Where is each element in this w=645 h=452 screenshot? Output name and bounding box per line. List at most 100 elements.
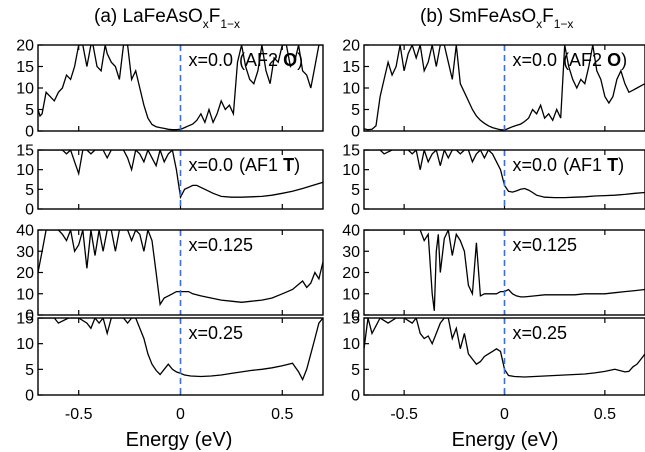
panel-frame xyxy=(37,44,324,132)
y-tick-label: 0 xyxy=(351,388,360,405)
y-tick-label: 15 xyxy=(16,311,34,328)
panel-label-config: (AF1 xyxy=(563,155,607,175)
panel-label-phase: O xyxy=(607,50,621,70)
panel-label: x=0.0 (AF1 T) xyxy=(513,155,625,175)
panel-b-1: 0 5 10 15 20 x=0.0 (AF2 O) xyxy=(342,38,645,141)
panel-label-value: x=0.0 xyxy=(189,50,234,70)
panel-label-value: x=0.0 xyxy=(189,155,234,175)
y-tick-label: 0 xyxy=(25,124,34,141)
y-tick-label: 0 xyxy=(351,124,360,141)
panel-label: x=0.125 xyxy=(189,235,254,255)
panel-frame xyxy=(363,317,645,396)
panel-label-config: (AF2 xyxy=(563,50,607,70)
series-line xyxy=(38,150,323,200)
panel-label-value: x=0.125 xyxy=(513,235,578,255)
panel-label: x=0.125 xyxy=(513,235,578,255)
series-line xyxy=(364,150,645,199)
y-tick-label: 30 xyxy=(342,244,360,261)
x-tick-label: 0.5 xyxy=(594,406,616,423)
y-tick-label: 5 xyxy=(351,102,360,119)
y-tick-label: 40 xyxy=(342,223,360,240)
series-line xyxy=(364,230,645,311)
y-tick-label: 15 xyxy=(16,143,34,160)
panel-label-phase: O xyxy=(283,50,297,70)
panel-label-value: x=0.125 xyxy=(189,235,254,255)
panel-a-1: 0 5 10 15 20 x=0.0 (AF2 O) xyxy=(16,38,324,141)
y-tick-label: 15 xyxy=(16,59,34,76)
x-tick-label: 0.5 xyxy=(271,406,293,423)
y-tick-label: 0 xyxy=(25,388,34,405)
panel-a-3: 0 10 20 30 40 x=0.125 xyxy=(16,223,324,325)
figure-a-x-axis-label: Energy (eV) xyxy=(126,429,233,451)
y-tick-label: 15 xyxy=(342,311,360,328)
figure-b-x-axis-label: Energy (eV) xyxy=(452,429,559,451)
y-tick-label: 20 xyxy=(342,38,360,55)
y-tick-label: 5 xyxy=(25,102,34,119)
panel-label-config: (AF2 xyxy=(239,50,283,70)
y-tick-label: 5 xyxy=(351,362,360,379)
figure-a-title: (a) LaFeAsOxF1−x xyxy=(94,6,240,31)
panel-frame xyxy=(37,149,324,210)
x-tick-label: -0.5 xyxy=(390,406,418,423)
y-tick-label: 10 xyxy=(16,336,34,353)
y-tick-label: 5 xyxy=(25,362,34,379)
y-tick-label: 10 xyxy=(16,162,34,179)
y-tick-label: 0 xyxy=(351,308,360,325)
y-tick-label: 10 xyxy=(342,336,360,353)
panel-label: x=0.0 (AF2 O) xyxy=(189,50,304,70)
panel-label: x=0.25 xyxy=(189,323,244,343)
figure-a: (a) LaFeAsOxF1−x Energy (eV) 0 5 10 15 20 x=0… xyxy=(16,6,324,451)
series-line xyxy=(364,318,645,378)
panel-frame xyxy=(37,229,324,316)
panel-label: x=0.25 xyxy=(513,323,568,343)
panel-b-2: 0 5 10 15 x=0.0 (AF1 T) xyxy=(342,143,645,219)
panel-label-end: ) xyxy=(618,155,624,175)
panel-label-value: x=0.0 xyxy=(513,155,558,175)
panel-frame xyxy=(37,317,324,396)
panel-label-config: (AF1 xyxy=(239,155,283,175)
panel-b-3: 0 10 20 30 40 x=0.125 xyxy=(342,223,645,325)
y-tick-label: 0 xyxy=(351,202,360,219)
y-tick-label: 30 xyxy=(16,244,34,261)
panel-a-2: 0 5 10 15 x=0.0 (AF1 T) xyxy=(16,143,324,219)
panel-label-end: ) xyxy=(297,50,303,70)
panel-label-value: x=0.25 xyxy=(189,323,244,343)
series-line xyxy=(38,45,323,131)
panel-frame xyxy=(363,44,645,132)
panel-frame xyxy=(363,149,645,210)
panel-label-end: ) xyxy=(621,50,627,70)
panel-label: x=0.0 (AF2 O) xyxy=(513,50,628,70)
panel-b-4: 0 5 10 15 x=0.25 xyxy=(342,311,645,405)
panel-label-phase: T xyxy=(283,155,294,175)
y-tick-label: 10 xyxy=(16,286,34,303)
series-line xyxy=(38,230,323,307)
y-tick-label: 20 xyxy=(16,265,34,282)
panel-label-end: ) xyxy=(294,155,300,175)
y-tick-label: 40 xyxy=(16,223,34,240)
panel-label-phase: T xyxy=(607,155,618,175)
panel-label: x=0.0 (AF1 T) xyxy=(189,155,301,175)
panel-frame xyxy=(363,229,645,316)
y-tick-label: 20 xyxy=(342,265,360,282)
x-tick-label: 0 xyxy=(176,406,185,423)
y-tick-label: 0 xyxy=(25,308,34,325)
y-tick-label: 10 xyxy=(342,81,360,98)
figure-b-title: (b) SmFeAsOxF1−x xyxy=(420,6,573,31)
y-tick-label: 15 xyxy=(342,59,360,76)
y-tick-label: 10 xyxy=(342,286,360,303)
panel-a-4: 0 5 10 15 x=0.25 xyxy=(16,311,324,405)
y-tick-label: 5 xyxy=(25,182,34,199)
y-tick-label: 5 xyxy=(351,182,360,199)
y-tick-label: 20 xyxy=(16,38,34,55)
figure-b: (b) SmFeAsOxF1−x Energy (eV) 0 5 10 15 20 x=0… xyxy=(342,6,645,451)
panel-label-value: x=0.25 xyxy=(513,323,568,343)
y-tick-label: 10 xyxy=(342,162,360,179)
y-tick-label: 10 xyxy=(16,81,34,98)
y-tick-label: 15 xyxy=(342,143,360,160)
y-tick-label: 0 xyxy=(25,202,34,219)
series-line xyxy=(38,318,323,382)
x-tick-label: -0.5 xyxy=(65,406,93,423)
x-tick-label: 0 xyxy=(500,406,509,423)
panel-label-value: x=0.0 xyxy=(513,50,558,70)
